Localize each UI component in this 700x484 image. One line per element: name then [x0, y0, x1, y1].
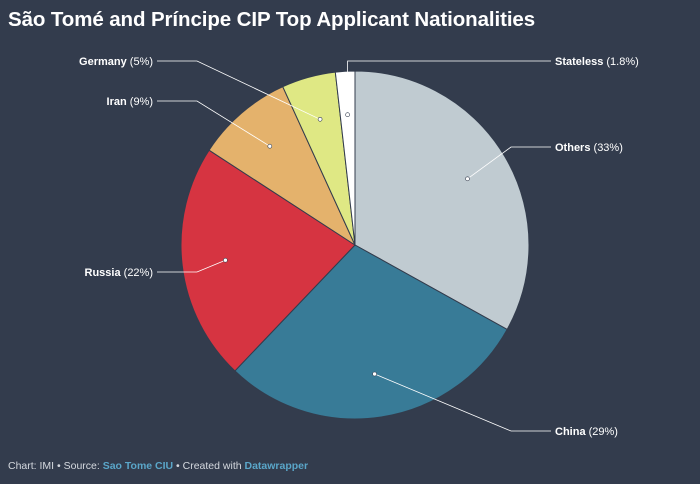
footer-middle: • Created with [173, 460, 245, 472]
slice-label-russia: Russia (22%) [85, 267, 153, 279]
datawrapper-link[interactable]: Datawrapper [244, 460, 309, 472]
slice-label-stateless: Stateless (1.8%) [555, 56, 639, 68]
chart-footer: Chart: IMI • Source: Sao Tome CIU • Crea… [8, 460, 308, 472]
leader-line-germany [157, 60, 321, 120]
pie-slice-stateless[interactable] [334, 70, 356, 246]
source-link[interactable]: Sao Tome CIU [102, 460, 174, 472]
leader-line-russia [157, 259, 226, 273]
leader-line-others [467, 146, 551, 180]
leader-dot-others [465, 176, 470, 182]
pie-slice-iran[interactable] [208, 86, 357, 247]
leader-line-china [374, 373, 551, 432]
chart-title: São Tomé and Príncipe CIP Top Applicant … [8, 8, 536, 31]
leader-dot-stateless [345, 112, 350, 117]
pie-slice-china[interactable] [234, 244, 508, 420]
slice-labels: Others (33%) China (29%) Russia (22%) Iran … [79, 56, 639, 438]
leader-line-stateless [347, 60, 551, 115]
leader-dot-germany [317, 117, 323, 122]
slice-label-china: China (29%) [555, 426, 618, 438]
leader-dot-iran [267, 143, 273, 149]
pie-slice-others[interactable] [354, 70, 530, 331]
pie-slices [180, 70, 530, 420]
label-leader-lines [157, 60, 551, 432]
slice-label-germany: Germany (5%) [79, 56, 153, 68]
footer-prefix: Chart: IMI • Source: [8, 460, 103, 472]
pie-slice-russia[interactable] [180, 149, 356, 372]
slice-label-others: Others (33%) [555, 142, 623, 154]
leader-dot-russia [223, 257, 228, 263]
slice-label-iran: Iran (9%) [107, 96, 153, 108]
leader-line-iran [157, 100, 271, 147]
leader-dot-china [372, 371, 377, 377]
